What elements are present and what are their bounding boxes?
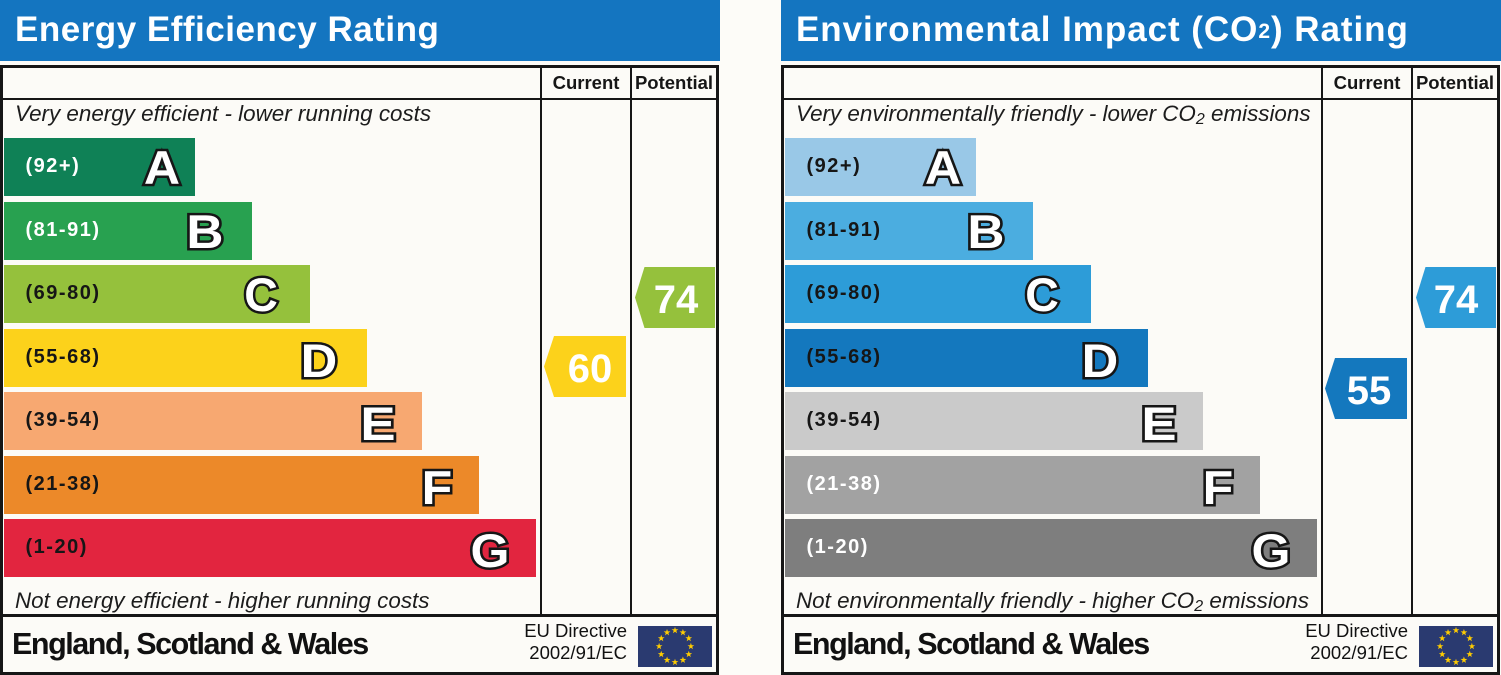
svg-text:B: B	[186, 206, 223, 259]
svg-text:B: B	[967, 206, 1004, 259]
svg-text:G: G	[471, 525, 510, 578]
svg-text:E: E	[360, 398, 395, 451]
svg-text:F: F	[422, 462, 453, 515]
svg-text:G: G	[1252, 525, 1291, 578]
svg-text:D: D	[301, 335, 338, 388]
svg-text:55: 55	[1347, 369, 1392, 413]
svg-text:C: C	[244, 269, 278, 322]
svg-text:74: 74	[654, 278, 699, 322]
svg-text:E: E	[1141, 398, 1176, 451]
svg-text:F: F	[1203, 462, 1234, 515]
svg-text:A: A	[144, 142, 180, 195]
svg-text:C: C	[1025, 269, 1059, 322]
svg-text:60: 60	[568, 347, 613, 391]
svg-text:74: 74	[1434, 278, 1479, 322]
svg-text:A: A	[925, 142, 961, 195]
svg-text:D: D	[1082, 335, 1119, 388]
